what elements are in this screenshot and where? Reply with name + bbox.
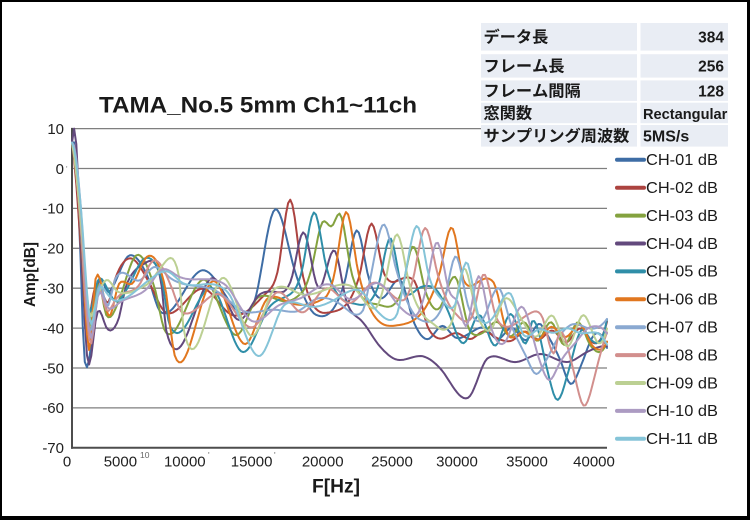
svg-text:CH-08 dB: CH-08 dB	[646, 347, 718, 364]
svg-text:10000: 10000	[164, 454, 206, 471]
svg-text:35000: 35000	[506, 454, 548, 471]
svg-text:10: 10	[47, 121, 64, 138]
svg-text:384: 384	[698, 30, 724, 47]
svg-text:Amp[dB]: Amp[dB]	[22, 242, 39, 307]
svg-text:CH-09 dB: CH-09 dB	[646, 375, 718, 392]
svg-text:-40: -40	[42, 320, 64, 337]
svg-text:-10: -10	[42, 201, 64, 218]
svg-text:5000: 5000	[104, 454, 137, 471]
svg-text:CH-06 dB: CH-06 dB	[646, 292, 718, 309]
svg-text:25000: 25000	[371, 454, 413, 471]
svg-text:': '	[208, 450, 210, 460]
svg-text:0: 0	[56, 161, 64, 178]
svg-text:Rectangular: Rectangular	[643, 107, 728, 123]
svg-text:-70: -70	[42, 440, 64, 457]
svg-text:CH-01 dB: CH-01 dB	[646, 152, 718, 169]
svg-text:-50: -50	[42, 360, 64, 377]
svg-text:-60: -60	[42, 400, 64, 417]
svg-text:5MS/s: 5MS/s	[643, 129, 689, 146]
svg-text:0: 0	[63, 454, 71, 471]
svg-text:-20: -20	[42, 241, 64, 258]
svg-text:30000: 30000	[436, 454, 478, 471]
svg-text:10: 10	[140, 450, 150, 460]
svg-text:': '	[66, 165, 68, 174]
svg-text:256: 256	[698, 59, 724, 76]
svg-text:CH-05 dB: CH-05 dB	[646, 264, 718, 281]
svg-text:TAMA_No.5 5mm Ch1~11ch: TAMA_No.5 5mm Ch1~11ch	[99, 93, 417, 118]
svg-text:': '	[274, 450, 276, 460]
svg-text:F[Hz]: F[Hz]	[312, 477, 360, 498]
svg-text:20000: 20000	[302, 454, 344, 471]
svg-text:CH-11 dB: CH-11 dB	[646, 431, 718, 448]
svg-text:15000: 15000	[231, 454, 273, 471]
svg-text:CH-10 dB: CH-10 dB	[646, 403, 718, 420]
svg-text:CH-07 dB: CH-07 dB	[646, 320, 718, 337]
svg-text:CH-03 dB: CH-03 dB	[646, 208, 718, 225]
svg-text:-30: -30	[42, 281, 64, 298]
svg-text:CH-04 dB: CH-04 dB	[646, 236, 718, 253]
svg-text:CH-02 dB: CH-02 dB	[646, 180, 718, 197]
svg-text:128: 128	[698, 84, 724, 101]
svg-text:40000: 40000	[573, 454, 615, 471]
